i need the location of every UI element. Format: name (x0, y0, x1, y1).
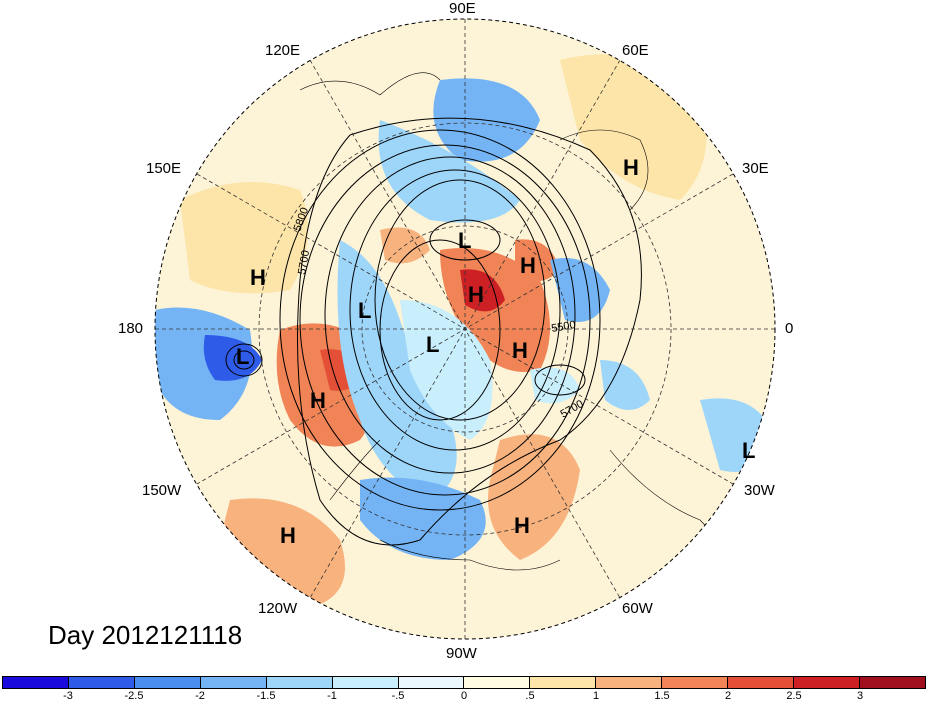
low-center: L (358, 298, 371, 323)
cold-anomaly (155, 307, 252, 420)
map-boundary (154, 18, 776, 640)
high-center: H (512, 338, 528, 363)
lon-label-60e: 60E (622, 42, 649, 59)
lon-label-90e: 90E (449, 0, 476, 17)
lon-label-30w: 30W (744, 482, 775, 499)
colorbar-swatch (794, 677, 860, 688)
cold-anomaly (600, 360, 650, 410)
colorbar-swatch (464, 677, 531, 688)
colorbar-swatch (134, 677, 201, 688)
colorbar-tick-label: 2.5 (786, 690, 802, 702)
lon-label-60w: 60W (622, 600, 653, 617)
cold-anomaly (400, 300, 493, 440)
colorbar-swatch (3, 677, 69, 688)
meridians (155, 19, 775, 639)
colorbar-tick-label: 1.5 (654, 690, 670, 702)
colorbar-swatch (68, 677, 135, 688)
high-center: H (310, 388, 326, 413)
colorbar-swatch (200, 677, 267, 688)
high-center: H (623, 155, 639, 180)
low-center: L (426, 332, 439, 357)
low-center: L (236, 344, 249, 369)
colorbar-tick-label: -1.5 (256, 690, 276, 702)
colorbar (2, 676, 926, 689)
lon-label-120w: 120W (258, 600, 298, 617)
low-center: L (458, 228, 471, 253)
cold-anomaly (337, 240, 457, 500)
height-contours (225, 117, 642, 546)
lon-label-30e: 30E (742, 160, 769, 177)
cold-anomaly (360, 477, 486, 560)
lon-label-120e: 120E (265, 42, 301, 59)
cold-anomaly (378, 120, 520, 223)
high-center: H (520, 253, 536, 278)
lon-label-150e: 150E (146, 160, 182, 177)
contour-label: 5700 (296, 249, 312, 275)
colorbar-tick-label: .5 (525, 690, 535, 702)
colorbar-tick-label: -2 (195, 690, 205, 702)
colorbar-tick-label: 0 (460, 690, 468, 702)
contour-label: 5500 (550, 319, 576, 335)
date-title: Day 2012121118 (48, 620, 243, 650)
warm-anomaly (515, 239, 560, 282)
colorbar-tick-label: -2.5 (124, 690, 144, 702)
colorbar-swatch (398, 677, 465, 688)
lon-label-90w: 90W (446, 645, 477, 662)
colorbar-swatch (859, 677, 925, 688)
high-center: H (514, 513, 530, 538)
lon-label-150w: 150W (142, 482, 182, 499)
warm-anomaly (180, 182, 308, 294)
colorbar-swatch (596, 677, 663, 688)
colorbar-swatch (728, 677, 795, 688)
high-center: H (280, 523, 296, 548)
colorbar-tick-label: 1 (592, 690, 600, 702)
colorbar-tick-label: -.5 (391, 690, 405, 702)
lon-label-0: 0 (785, 320, 794, 337)
high-center: H (250, 265, 266, 290)
high-center: H (468, 282, 484, 307)
colorbar-tick-label: -3 (63, 690, 73, 702)
lon-label-180: 180 (118, 320, 144, 337)
warm-anomaly (488, 434, 580, 560)
colorbar-swatch (332, 677, 399, 688)
colorbar-tick-label: 2 (724, 690, 732, 702)
colorbar-swatch (530, 677, 597, 688)
pressure-centers: H H H H H H H H L L L L L (236, 155, 755, 548)
colorbar-tick-label: -1 (327, 690, 337, 702)
colorbar-swatch (662, 677, 729, 688)
colorbar-tick-label: 3 (856, 690, 864, 702)
low-center: L (742, 438, 755, 463)
colorbar-swatch (266, 677, 333, 688)
cold-anomaly (203, 335, 262, 381)
